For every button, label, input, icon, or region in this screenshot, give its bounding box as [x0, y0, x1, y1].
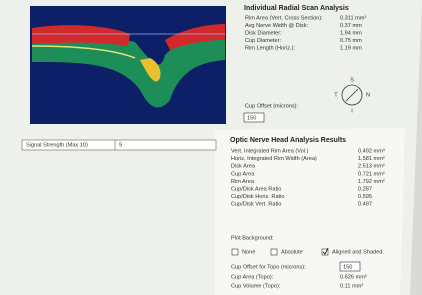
row-label: Disk Diameter: — [245, 30, 282, 36]
oct-scan — [30, 6, 226, 124]
row-value: 0.721 mm² — [358, 171, 385, 177]
row-value: 0.75 mm — [340, 38, 362, 44]
row-label: Disk Area — [231, 164, 256, 170]
row-value: 2.513 mm² — [358, 164, 385, 170]
row-label: Cup/Disk Area Ratio — [231, 186, 281, 192]
option-label: None — [242, 249, 255, 255]
row-label: Plot Background: — [231, 235, 274, 241]
checkbox — [270, 248, 278, 256]
row-value: 0.311 mm² — [340, 15, 366, 21]
row-value: 0.492 mm³ — [358, 148, 385, 154]
checkbox — [231, 248, 239, 256]
row-label: Cup Volume (Topo): — [231, 283, 281, 289]
compass-label: S — [350, 77, 354, 83]
row-value: 0.37 mm — [340, 23, 362, 29]
row-label: Cup Offset (microns): — [245, 103, 298, 109]
checkbox — [321, 248, 329, 256]
compass-label: N — [366, 92, 370, 98]
compass-label: T — [334, 92, 338, 98]
input-value: 150 — [343, 264, 352, 270]
input-box — [339, 261, 361, 272]
row-value: 1.94 mm — [340, 30, 362, 36]
row-label: Cup/Disk Horiz. Ratio — [231, 194, 284, 200]
row-value: 1.581 mm² — [358, 156, 385, 162]
signal-box — [21, 139, 217, 151]
compass-label: I — [351, 108, 353, 114]
row-label: Cup Area — [231, 171, 255, 177]
row-value: 0.287 — [358, 186, 372, 192]
input-box — [243, 112, 265, 123]
section-title: Optic Nerve Head Analysis Results — [230, 137, 346, 144]
row-value: 9 — [119, 142, 122, 148]
check — [322, 247, 329, 255]
row-value: 1.792 mm² — [358, 179, 385, 185]
row-value: 1.19 mm — [340, 45, 362, 51]
row-label: Vert. Integrated Rim Area (Vol.) — [231, 148, 309, 154]
row-label: Cup Diameter: — [245, 38, 282, 44]
row-label: Cup Offset for Topo (microns): — [231, 264, 306, 270]
row-label: Cup Area (Topo): — [231, 274, 274, 280]
row-value: 0.497 — [358, 202, 372, 208]
compass — [341, 84, 363, 106]
option-label: Aligned and Shaded — [332, 249, 382, 255]
paper-lower — [215, 128, 405, 295]
input-value: 150 — [247, 115, 256, 121]
row-value: 0.595 — [358, 194, 372, 200]
row-label: Cup/Disk Vert. Ratio — [231, 202, 281, 208]
row-label: Signal Strength (Max 10) — [26, 142, 88, 148]
section-title: Individual Radial Scan Analysis — [244, 5, 349, 12]
row-label: Rim Length (Horiz.): — [245, 45, 295, 51]
row-label: Avg Nerve Width @ Disk: — [245, 23, 309, 29]
row-value: 0.11 mm³ — [340, 283, 363, 289]
row-label: Rim Area (Vert. Cross Section): — [245, 15, 323, 21]
row-value: 0.626 mm² — [340, 274, 367, 280]
row-label: Horiz. Integrated Rim Width (Area) — [231, 156, 317, 162]
row-label: Rim Area — [231, 179, 255, 185]
option-label: Absolute — [281, 249, 303, 255]
